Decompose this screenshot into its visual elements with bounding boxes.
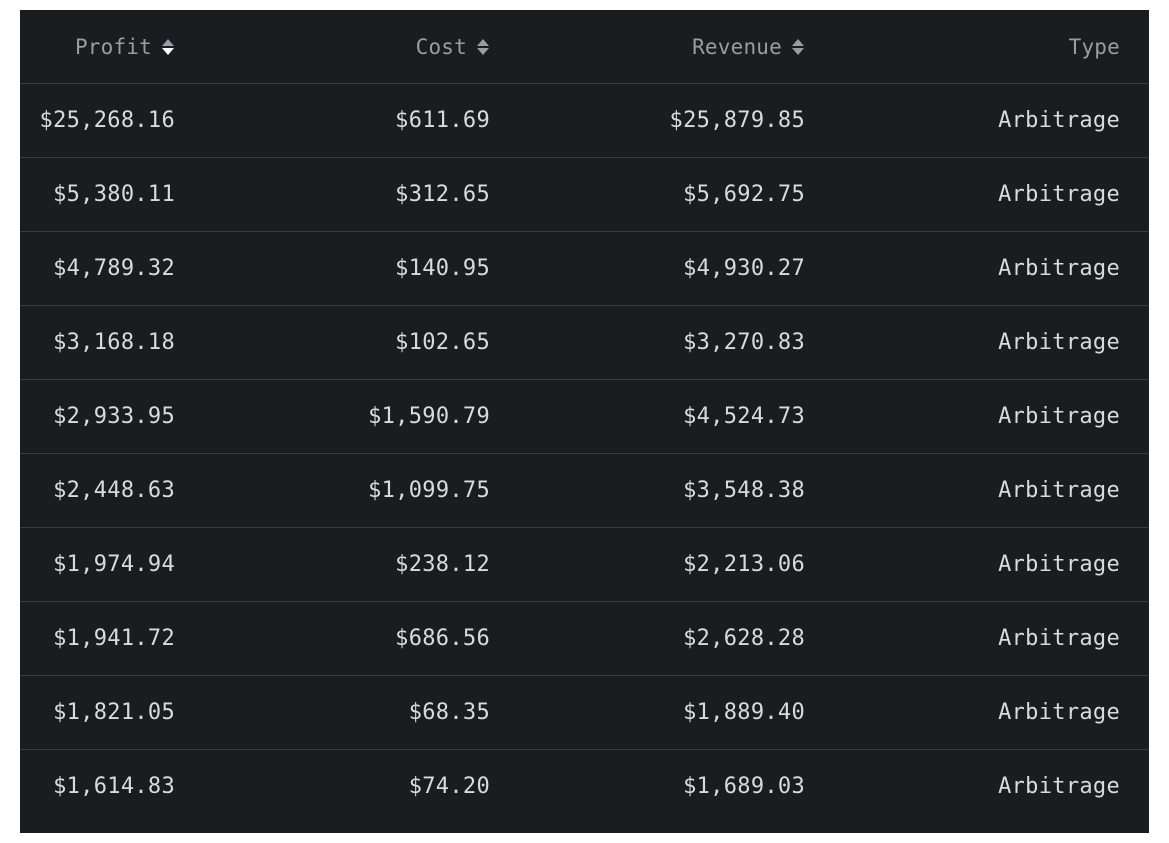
profit-cell: $2,448.63 — [53, 478, 175, 503]
table-row[interactable]: $3,168.18 $102.65 $3,270.83 Arbitrage — [20, 306, 1149, 380]
sort-updown-icon — [476, 36, 490, 58]
table-row[interactable]: $5,380.11 $312.65 $5,692.75 Arbitrage — [20, 158, 1149, 232]
table-row[interactable]: $1,614.83 $74.20 $1,689.03 Arbitrage — [20, 750, 1149, 823]
column-header-profit-label: Profit — [74, 34, 152, 59]
profit-cell: $1,974.94 — [53, 552, 175, 577]
column-header-revenue[interactable]: Revenue — [692, 10, 805, 83]
column-header-type: Type — [1069, 10, 1120, 83]
revenue-cell: $4,930.27 — [683, 256, 805, 281]
profit-cell: $2,933.95 — [53, 404, 175, 429]
cost-cell: $1,099.75 — [368, 478, 490, 503]
cost-cell: $611.69 — [395, 108, 490, 133]
revenue-cell: $1,889.40 — [683, 700, 805, 725]
table-row[interactable]: $1,941.72 $686.56 $2,628.28 Arbitrage — [20, 602, 1149, 676]
profit-cell: $4,789.32 — [53, 256, 175, 281]
column-header-type-label: Type — [1068, 34, 1120, 59]
cost-cell: $312.65 — [395, 182, 490, 207]
table-row[interactable]: $1,821.05 $68.35 $1,889.40 Arbitrage — [20, 676, 1149, 750]
cost-cell: $238.12 — [395, 552, 490, 577]
revenue-cell: $3,270.83 — [683, 330, 805, 355]
cost-cell: $140.95 — [395, 256, 490, 281]
cost-cell: $102.65 — [395, 330, 490, 355]
table-row[interactable]: $1,974.94 $238.12 $2,213.06 Arbitrage — [20, 528, 1149, 602]
table-row[interactable]: $25,268.16 $611.69 $25,879.85 Arbitrage — [20, 84, 1149, 158]
type-cell: Arbitrage — [998, 700, 1120, 725]
table-header: Profit Cost Revenue — [20, 10, 1149, 84]
column-header-cost-label: Cost — [415, 34, 467, 59]
table-row[interactable]: $2,448.63 $1,099.75 $3,548.38 Arbitrage — [20, 454, 1149, 528]
type-cell: Arbitrage — [998, 330, 1120, 355]
cost-cell: $68.35 — [408, 700, 490, 725]
cost-cell: $1,590.79 — [368, 404, 490, 429]
cost-cell: $74.20 — [408, 774, 490, 799]
profit-cell: $3,168.18 — [53, 330, 175, 355]
type-cell: Arbitrage — [998, 626, 1120, 651]
revenue-cell: $3,548.38 — [683, 478, 805, 503]
table-row[interactable]: $4,789.32 $140.95 $4,930.27 Arbitrage — [20, 232, 1149, 306]
sort-updown-icon — [791, 36, 805, 58]
revenue-cell: $4,524.73 — [683, 404, 805, 429]
type-cell: Arbitrage — [998, 182, 1120, 207]
revenue-cell: $25,879.85 — [669, 108, 805, 133]
type-cell: Arbitrage — [998, 552, 1120, 577]
revenue-cell: $5,692.75 — [683, 182, 805, 207]
sort-desc-icon — [161, 36, 175, 58]
type-cell: Arbitrage — [998, 108, 1120, 133]
column-header-profit[interactable]: Profit — [75, 10, 175, 83]
table-body: $25,268.16 $611.69 $25,879.85 Arbitrage $5,3… — [20, 84, 1149, 823]
type-cell: Arbitrage — [998, 404, 1120, 429]
profit-cell: $25,268.16 — [39, 108, 175, 133]
column-header-revenue-label: Revenue — [692, 34, 782, 59]
column-header-cost[interactable]: Cost — [416, 10, 490, 83]
revenue-cell: $2,628.28 — [683, 626, 805, 651]
type-cell: Arbitrage — [998, 774, 1120, 799]
table-row[interactable]: $2,933.95 $1,590.79 $4,524.73 Arbitrage — [20, 380, 1149, 454]
revenue-cell: $1,689.03 — [683, 774, 805, 799]
type-cell: Arbitrage — [998, 478, 1120, 503]
transactions-table: Profit Cost Revenue — [20, 10, 1149, 833]
profit-cell: $1,821.05 — [53, 700, 175, 725]
revenue-cell: $2,213.06 — [683, 552, 805, 577]
profit-cell: $1,614.83 — [53, 774, 175, 799]
type-cell: Arbitrage — [998, 256, 1120, 281]
profit-cell: $5,380.11 — [53, 182, 175, 207]
cost-cell: $686.56 — [395, 626, 490, 651]
profit-cell: $1,941.72 — [53, 626, 175, 651]
